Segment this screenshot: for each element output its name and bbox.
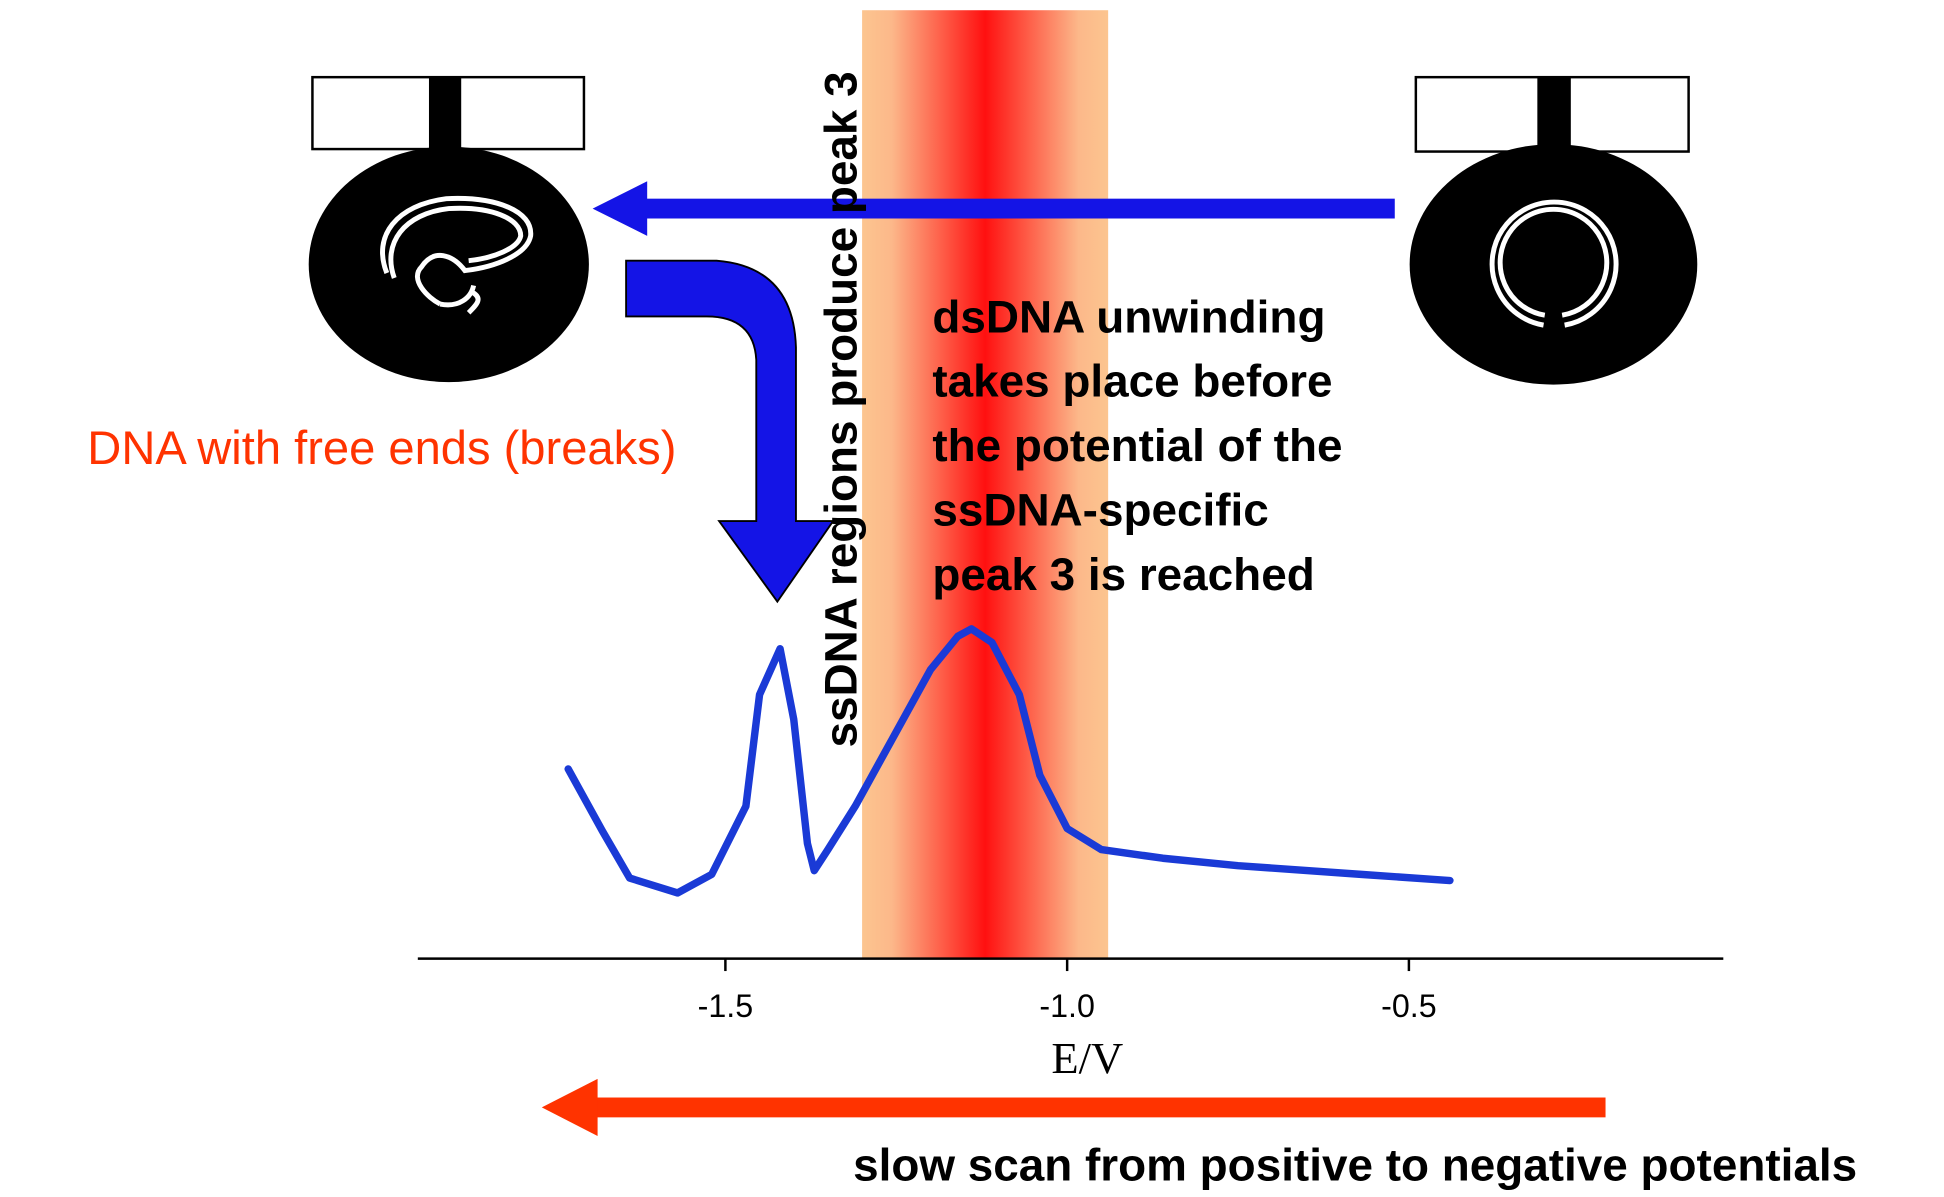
- x-axis-label: E/V: [1051, 1033, 1123, 1083]
- data-line: [564, 625, 1454, 897]
- unwinding-annotation: takes place before: [932, 355, 1332, 407]
- blue-curved-arrow: [625, 259, 835, 604]
- electrode-left: [308, 75, 589, 383]
- electrode-right: [1409, 75, 1698, 385]
- blue-arrow: [592, 181, 1395, 236]
- highlight-band: [862, 10, 1109, 959]
- vertical-annotation: ssDNA regions produce peak 3: [814, 71, 866, 747]
- unwinding-annotation: the potential of the: [932, 419, 1342, 471]
- free-ends-label: DNA with free ends (breaks): [87, 421, 676, 474]
- unwinding-annotation: ssDNA-specific: [932, 484, 1268, 536]
- unwinding-annotation: peak 3 is reached: [932, 548, 1314, 600]
- red-arrow: [541, 1078, 1606, 1136]
- x-tick-label: -0.5: [1381, 988, 1437, 1024]
- scan-label: slow scan from positive to negative pote…: [853, 1138, 1857, 1190]
- band-layer: [862, 10, 1109, 959]
- x-tick-label: -1.0: [1039, 988, 1095, 1024]
- unwinding-annotation: dsDNA unwinding: [932, 290, 1325, 342]
- x-tick-label: -1.5: [698, 988, 754, 1024]
